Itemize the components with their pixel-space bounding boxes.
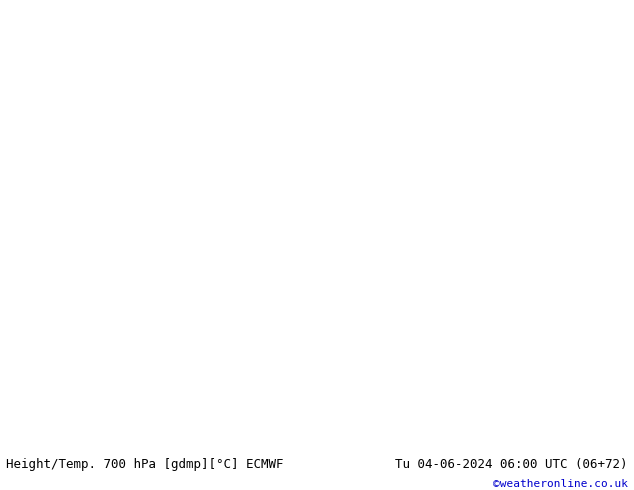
Text: ©weatheronline.co.uk: ©weatheronline.co.uk bbox=[493, 479, 628, 489]
Text: Tu 04-06-2024 06:00 UTC (06+72): Tu 04-06-2024 06:00 UTC (06+72) bbox=[395, 458, 628, 471]
Text: Height/Temp. 700 hPa [gdmp][°C] ECMWF: Height/Temp. 700 hPa [gdmp][°C] ECMWF bbox=[6, 458, 284, 471]
